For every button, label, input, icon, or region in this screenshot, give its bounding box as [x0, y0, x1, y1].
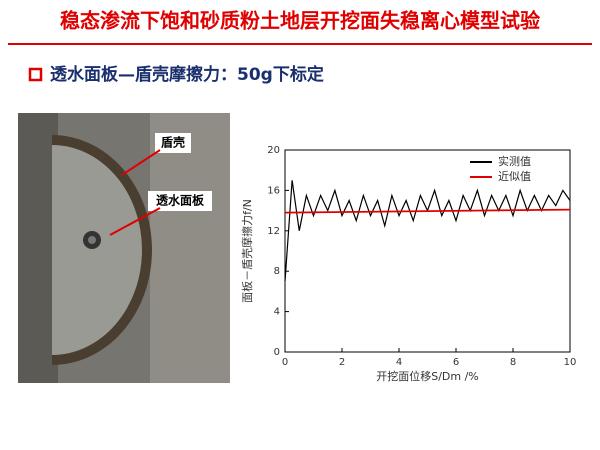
photo-label: 透水面板 — [156, 193, 205, 208]
y-tick-label: 12 — [267, 226, 280, 237]
y-tick-label: 8 — [274, 266, 280, 277]
series-line — [284, 180, 571, 282]
bullet-text: 透水面板—盾壳摩擦力：50g下标定 — [50, 64, 324, 85]
photo: 盾壳 透水面板 — [18, 113, 230, 383]
series-line — [284, 208, 571, 214]
y-tick-label: 0 — [274, 347, 280, 358]
x-tick-label: 4 — [396, 357, 402, 368]
y-tick-label: 4 — [274, 307, 280, 318]
x-tick-label: 6 — [453, 357, 459, 368]
y-tick-label: 20 — [267, 145, 280, 156]
x-axis-label: 开挖面位移S/Dm /% — [376, 369, 479, 383]
slide-title: 稳态渗流下饱和砂质粉土地层开挖面失稳离心模型试验 — [60, 9, 540, 33]
y-axis-label: 面板－盾壳摩擦力f/N — [240, 199, 254, 303]
legend-label: 近似值 — [498, 170, 531, 183]
x-tick-label: 8 — [510, 357, 516, 368]
bullet-icon — [28, 67, 43, 82]
legend-label: 实测值 — [498, 154, 531, 168]
x-tick-label: 10 — [564, 357, 577, 368]
plot-frame — [284, 149, 571, 353]
y-tick-label: 16 — [267, 185, 280, 196]
chart: 0 4 8 12 16 20 0 2 4 6 8 10 开挖面位移S/Dm /% 面板－盾壳摩擦力f/N 实… — [240, 145, 576, 383]
x-tick-label: 0 — [282, 357, 288, 368]
photo-label: 盾壳 — [161, 135, 185, 150]
x-tick-label: 2 — [339, 357, 345, 368]
